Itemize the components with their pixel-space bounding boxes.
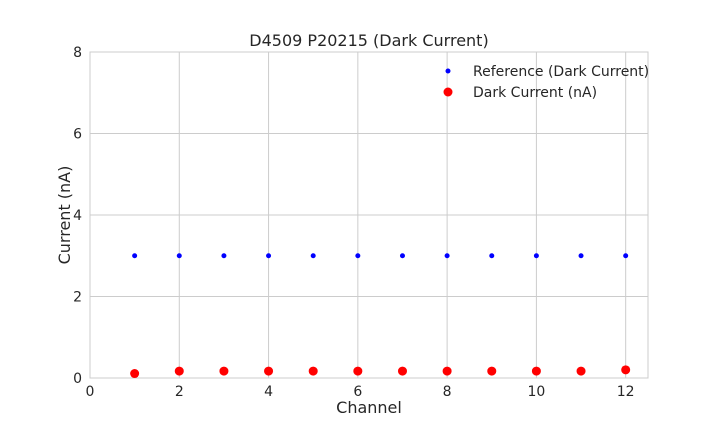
reference-point	[355, 253, 361, 259]
dark-current-point	[487, 366, 497, 376]
reference-point	[623, 253, 629, 259]
dark-current-point	[353, 366, 363, 376]
dark-current-point	[397, 366, 407, 376]
x-tick-label: 10	[527, 384, 545, 400]
ticks: 0 2 4 6 8 10 12 0 2 4 6 8	[73, 45, 635, 400]
dark-current-point	[531, 366, 541, 376]
x-tick-label: 6	[353, 384, 362, 400]
x-tick-label: 2	[175, 384, 184, 400]
x-axis-label: Channel	[336, 398, 402, 417]
dark-current-point	[308, 366, 318, 376]
x-tick-label: 0	[86, 384, 95, 400]
x-tick-label: 8	[443, 384, 452, 400]
y-axis-label: Current (nA)	[55, 166, 74, 265]
x-tick-label: 12	[617, 384, 635, 400]
dark-current-point	[621, 365, 631, 375]
dark-current-point	[130, 369, 140, 379]
reference-point	[578, 253, 584, 259]
y-tick-label: 2	[73, 290, 82, 306]
y-tick-label: 8	[73, 45, 82, 61]
legend-label-dark-current: Dark Current (nA)	[473, 85, 597, 101]
chart-title: D4509 P20215 (Dark Current)	[249, 31, 488, 50]
dark-current-point	[219, 366, 229, 376]
dark-current-point	[442, 366, 452, 376]
points	[130, 253, 631, 379]
legend-label-reference: Reference (Dark Current)	[473, 64, 649, 80]
legend-marker-reference	[445, 68, 451, 74]
x-tick-label: 4	[264, 384, 273, 400]
legend: Reference (Dark Current) Dark Current (n…	[443, 64, 649, 101]
reference-point	[444, 253, 450, 259]
reference-point	[176, 253, 182, 259]
dark-current-point	[174, 366, 184, 376]
y-tick-label: 4	[73, 208, 82, 224]
reference-point	[266, 253, 272, 259]
dark-current-point	[576, 366, 586, 376]
reference-point	[533, 253, 539, 259]
legend-marker-dark-current	[443, 87, 453, 97]
y-tick-label: 6	[73, 127, 82, 143]
reference-point	[310, 253, 316, 259]
reference-point	[489, 253, 495, 259]
dark-current-point	[264, 366, 274, 376]
reference-point	[399, 253, 405, 259]
plot-frame	[89, 51, 649, 379]
reference-point	[132, 253, 138, 259]
y-tick-label: 0	[73, 371, 82, 387]
reference-point	[221, 253, 227, 259]
